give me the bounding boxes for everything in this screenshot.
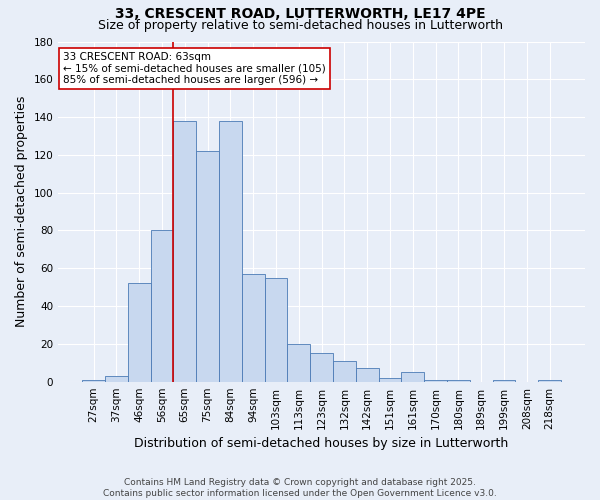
Bar xyxy=(424,380,447,382)
Bar xyxy=(538,380,561,382)
Bar xyxy=(401,372,424,382)
Bar xyxy=(242,274,265,382)
Bar xyxy=(82,380,105,382)
Bar xyxy=(265,278,287,382)
Bar xyxy=(333,361,356,382)
Text: 33 CRESCENT ROAD: 63sqm
← 15% of semi-detached houses are smaller (105)
85% of s: 33 CRESCENT ROAD: 63sqm ← 15% of semi-de… xyxy=(64,52,326,85)
X-axis label: Distribution of semi-detached houses by size in Lutterworth: Distribution of semi-detached houses by … xyxy=(134,437,509,450)
Bar xyxy=(447,380,470,382)
Bar xyxy=(219,121,242,382)
Bar xyxy=(379,378,401,382)
Bar xyxy=(196,151,219,382)
Bar xyxy=(151,230,173,382)
Bar xyxy=(287,344,310,382)
Bar xyxy=(173,121,196,382)
Bar xyxy=(310,354,333,382)
Text: 33, CRESCENT ROAD, LUTTERWORTH, LE17 4PE: 33, CRESCENT ROAD, LUTTERWORTH, LE17 4PE xyxy=(115,8,485,22)
Text: Contains HM Land Registry data © Crown copyright and database right 2025.
Contai: Contains HM Land Registry data © Crown c… xyxy=(103,478,497,498)
Text: Size of property relative to semi-detached houses in Lutterworth: Size of property relative to semi-detach… xyxy=(97,18,503,32)
Bar xyxy=(493,380,515,382)
Y-axis label: Number of semi-detached properties: Number of semi-detached properties xyxy=(15,96,28,328)
Bar xyxy=(105,376,128,382)
Bar xyxy=(128,284,151,382)
Bar xyxy=(356,368,379,382)
